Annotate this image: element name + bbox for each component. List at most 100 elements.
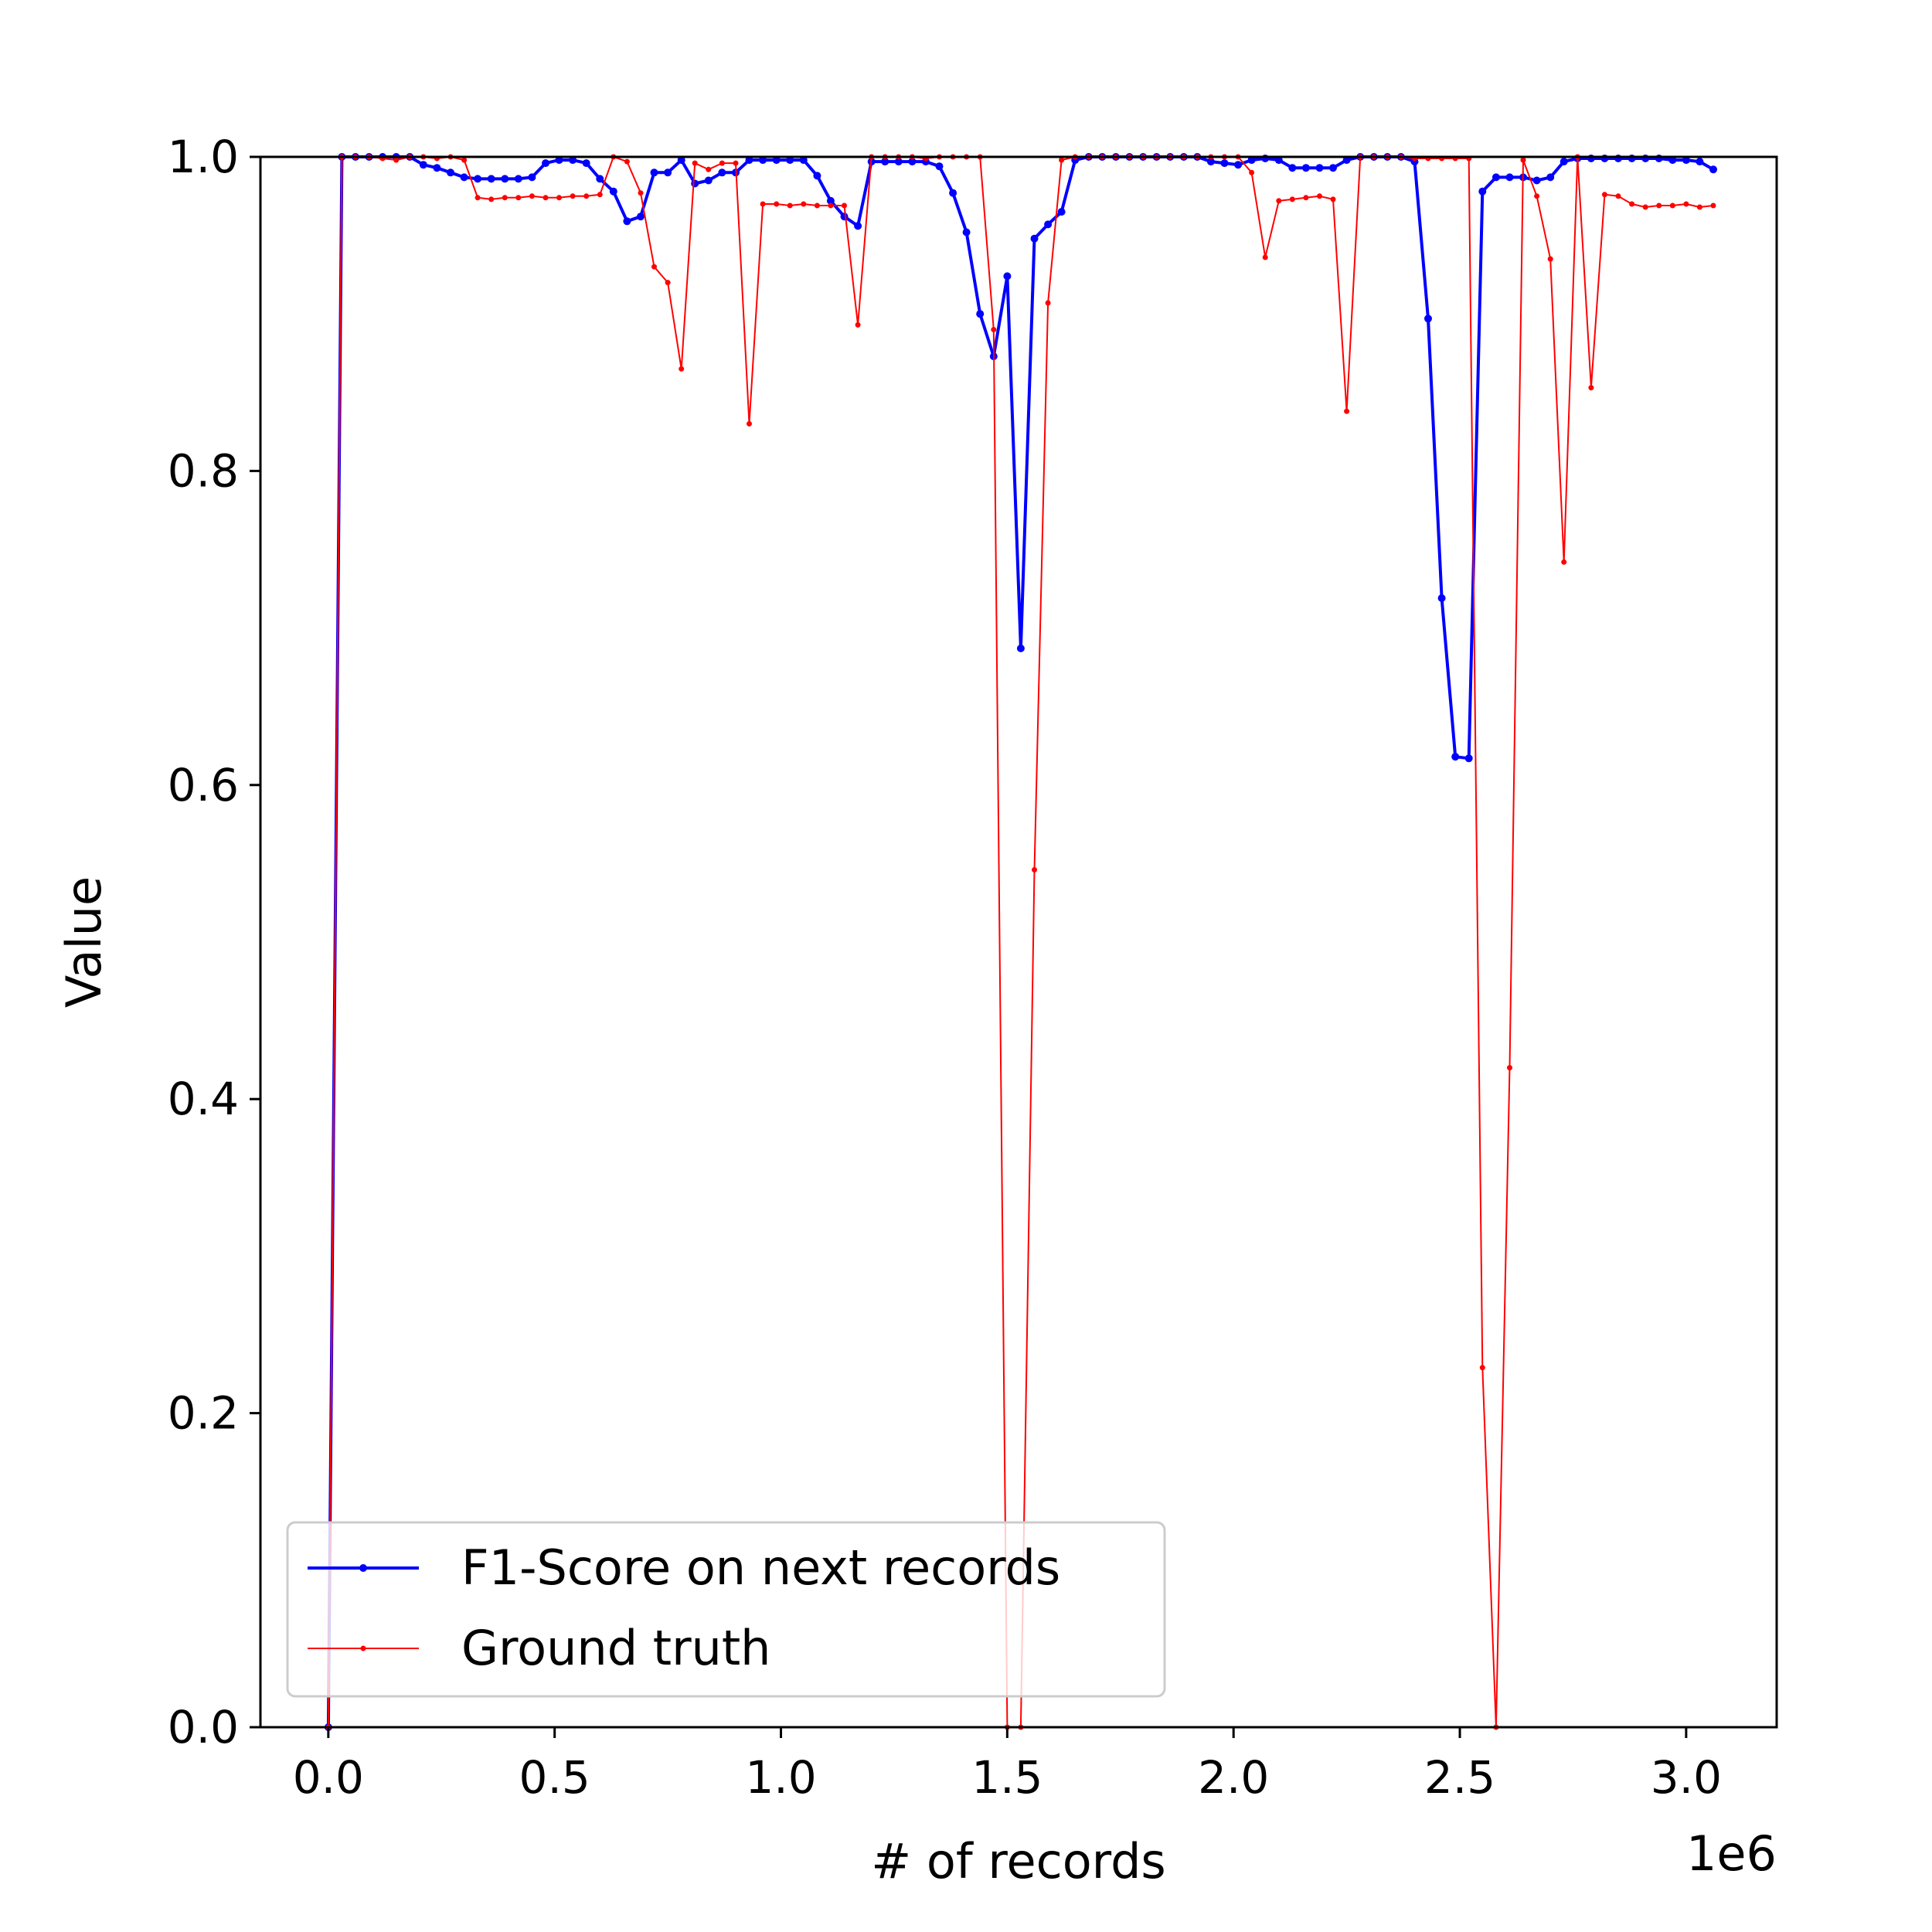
data-point [447, 168, 454, 177]
data-point [1479, 1365, 1485, 1371]
data-point [962, 228, 971, 236]
y-axis-label: Value [56, 876, 112, 1008]
data-point [828, 202, 834, 209]
data-point [650, 168, 658, 177]
data-point [1696, 158, 1704, 166]
legend: F1-Score on next records Ground truth [286, 1521, 1166, 1698]
data-point [991, 327, 997, 332]
data-point [691, 179, 699, 188]
data-point [949, 189, 957, 197]
data-point [609, 187, 617, 196]
y-tick-label: 0.4 [168, 1073, 239, 1125]
data-point [1044, 220, 1053, 229]
x-tick-label: 3.0 [1651, 1751, 1722, 1804]
x-tick-label: 1.0 [745, 1751, 816, 1804]
data-point [543, 195, 549, 201]
data-point [542, 159, 549, 168]
data-point [801, 201, 807, 207]
data-point [1668, 156, 1677, 165]
data-point [1478, 187, 1487, 196]
data-point [1303, 195, 1309, 201]
data-point [787, 202, 793, 209]
data-point [1329, 164, 1337, 172]
data-point [528, 173, 536, 182]
data-point [1247, 156, 1256, 165]
data-point [1464, 754, 1473, 763]
data-point [1301, 164, 1310, 172]
data-point [597, 192, 603, 198]
data-point [813, 172, 821, 180]
y-tick-label: 0.0 [168, 1701, 239, 1753]
data-point [759, 156, 767, 165]
data-point [745, 156, 753, 165]
data-point [1492, 173, 1500, 182]
y-tick-label: 0.8 [168, 444, 239, 497]
data-point [638, 190, 644, 196]
data-point [514, 175, 522, 183]
data-point [529, 193, 535, 199]
data-point [393, 157, 400, 163]
data-point [706, 166, 712, 172]
data-point [719, 160, 725, 166]
x-tick-label: 2.5 [1424, 1751, 1495, 1804]
data-point [855, 321, 861, 328]
data-point [1234, 161, 1243, 169]
data-point [1601, 192, 1607, 198]
data-point [1344, 408, 1350, 414]
data-point [419, 161, 427, 169]
data-point [1682, 156, 1690, 165]
data-point [1588, 385, 1594, 391]
data-point [461, 157, 468, 163]
data-point [1547, 256, 1553, 262]
data-point [679, 366, 685, 372]
legend-label-f1-score: F1-Score on next records [461, 1539, 1060, 1596]
data-point [1045, 300, 1051, 306]
x-tick-label: 1.5 [971, 1751, 1043, 1804]
data-point [1642, 204, 1648, 210]
plot-frame [259, 155, 1778, 1729]
data-point [1629, 201, 1635, 207]
data-point [881, 158, 889, 166]
data-point [502, 195, 508, 201]
data-point [1534, 193, 1540, 199]
data-point [583, 193, 590, 199]
legend-box [286, 1521, 1166, 1698]
data-point [1561, 559, 1567, 565]
data-point [692, 160, 698, 166]
y-tick-label: 0.6 [168, 759, 239, 811]
data-point [894, 158, 903, 166]
data-point [1003, 272, 1012, 281]
data-point [842, 202, 847, 209]
data-point [1710, 202, 1716, 209]
data-point [935, 162, 944, 171]
data-point [1437, 594, 1446, 602]
data-point [570, 193, 576, 199]
data-point [1220, 159, 1229, 168]
data-point [976, 310, 985, 318]
y-tick-label: 1.0 [168, 131, 239, 183]
data-point [854, 222, 862, 230]
data-point [1288, 164, 1297, 172]
data-point [733, 160, 739, 166]
data-point [1262, 254, 1268, 260]
data-point [555, 156, 563, 165]
data-point [1615, 193, 1621, 199]
x-axis-offset-text: 1e6 [1686, 1825, 1777, 1882]
x-tick-label: 2.0 [1198, 1751, 1269, 1804]
data-point [1315, 164, 1324, 172]
data-point [774, 201, 780, 207]
data-point [637, 213, 645, 221]
x-tick-label: 0.0 [293, 1751, 364, 1804]
data-point [1546, 173, 1555, 182]
data-point [474, 195, 481, 201]
data-point [677, 156, 685, 165]
data-point [799, 156, 808, 165]
y-axis: 0.0 0.2 0.4 0.6 0.8 1.0 [168, 131, 260, 1753]
data-point [1342, 156, 1351, 165]
data-point [1505, 173, 1514, 182]
data-point [664, 168, 672, 177]
legend-marker-f1-score [359, 1564, 367, 1572]
data-point [704, 176, 713, 185]
data-point [1709, 165, 1717, 174]
data-point [1206, 158, 1215, 166]
